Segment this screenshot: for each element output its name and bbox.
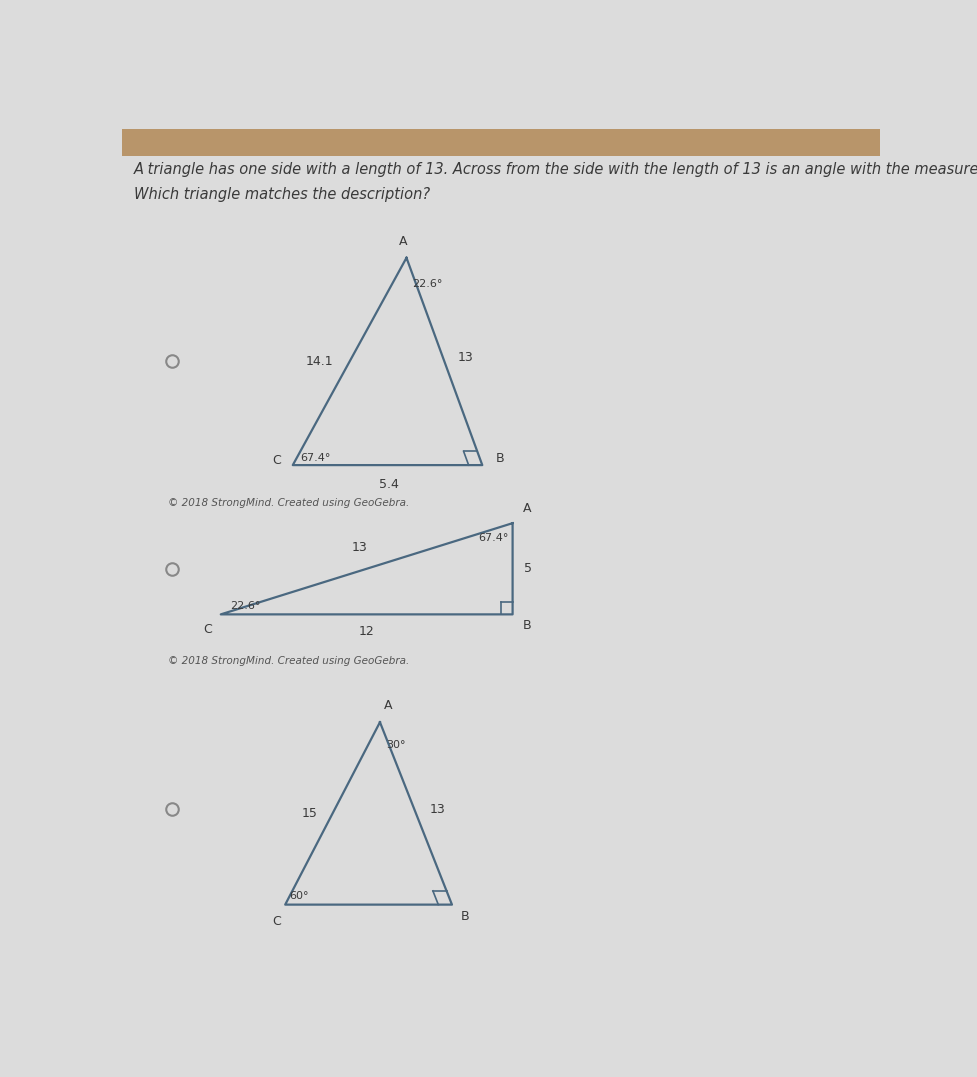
Text: B: B (523, 618, 531, 631)
Text: A triangle has one side with a length of 13. Across from the side with the lengt: A triangle has one side with a length of… (134, 163, 977, 178)
Text: 5.4: 5.4 (379, 477, 399, 490)
Text: 60°: 60° (289, 892, 308, 901)
Text: © 2018 StrongMind. Created using GeoGebra.: © 2018 StrongMind. Created using GeoGebr… (168, 499, 408, 508)
Text: A: A (383, 699, 392, 712)
Text: 13: 13 (351, 541, 366, 554)
Text: C: C (273, 914, 281, 927)
Text: 22.6°: 22.6° (412, 279, 443, 289)
Text: 14.1: 14.1 (305, 355, 332, 368)
Text: A: A (523, 502, 531, 515)
Text: 67.4°: 67.4° (478, 533, 508, 543)
Text: 67.4°: 67.4° (300, 453, 330, 463)
Text: 13: 13 (429, 802, 445, 815)
Bar (122, 129, 879, 156)
Text: 15: 15 (301, 807, 318, 820)
Text: C: C (203, 623, 211, 635)
Text: Which triangle matches the description?: Which triangle matches the description? (134, 187, 429, 202)
Text: 12: 12 (359, 625, 374, 639)
Text: A: A (398, 235, 406, 248)
Text: B: B (460, 910, 469, 923)
Text: 13: 13 (457, 351, 473, 364)
Text: B: B (495, 452, 504, 465)
Text: 5: 5 (524, 562, 531, 575)
Text: C: C (273, 454, 281, 467)
Text: ◄ Listen  ►: ◄ Listen ► (130, 136, 198, 149)
Text: 30°: 30° (386, 740, 405, 751)
Text: 22.6°: 22.6° (230, 601, 260, 611)
Text: © 2018 StrongMind. Created using GeoGebra.: © 2018 StrongMind. Created using GeoGebr… (168, 656, 408, 666)
